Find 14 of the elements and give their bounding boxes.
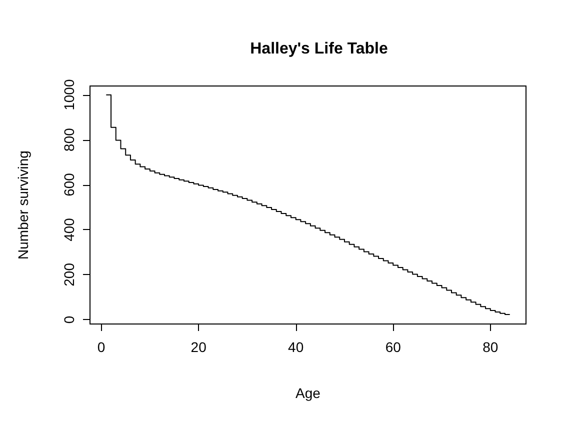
y-axis-title: Number surviving: [15, 150, 31, 260]
y-tick-label: 1000: [61, 79, 77, 110]
y-tick-label: 0: [61, 316, 77, 324]
x-tick-label: 60: [385, 339, 402, 355]
x-tick-label: 0: [97, 339, 106, 355]
x-tick-label: 40: [288, 339, 304, 355]
y-tick-label: 800: [61, 128, 77, 152]
x-tick-label: 20: [190, 339, 207, 355]
x-axis-title: Age: [296, 385, 321, 401]
y-tick-label: 400: [61, 218, 77, 242]
chart-title: Halley's Life Table: [250, 40, 388, 58]
y-tick-label: 600: [61, 172, 77, 196]
y-tick-label: 200: [61, 262, 77, 286]
x-tick-label: 80: [482, 339, 498, 355]
